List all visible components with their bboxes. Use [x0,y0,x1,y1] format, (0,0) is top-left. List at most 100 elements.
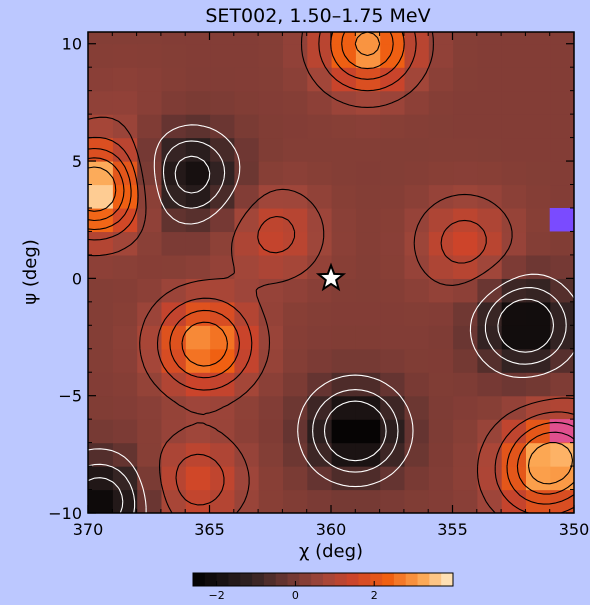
heatmap-cell [525,32,551,45]
heatmap-cell [549,231,574,256]
heatmap-cell [136,32,162,45]
heatmap-cell [355,114,381,139]
colorbar [192,572,454,587]
heatmap-cell [501,184,526,209]
star-marker [315,262,347,292]
heatmap-cell [549,90,574,115]
heatmap-cell [355,137,381,162]
heatmap-cell [549,184,574,209]
heatmap-cell [525,184,551,209]
heatmap-cell [525,278,551,303]
heatmap-cell [258,32,283,45]
heatmap-cell [379,442,405,467]
heatmap-cell [112,161,138,186]
heatmap-cell [233,67,259,92]
heatmap-cell [525,301,551,326]
heatmap-cell [476,489,502,513]
heatmap-cell [306,466,332,491]
heatmap-cell [355,395,381,420]
heatmap-cell [403,67,429,92]
colorbar-swatch [287,573,300,586]
heatmap-cell [185,43,211,68]
heatmap-cell [306,231,332,256]
colorbar-swatch [441,573,454,586]
heatmap-cell [112,278,138,303]
heatmap-cell [355,348,381,373]
y-tick-label: 5 [72,152,82,171]
heatmap-cell [233,32,259,45]
heatmap-cell [428,348,454,373]
heatmap-cell [331,419,356,444]
heatmap-cell [282,348,308,373]
x-axis-label: χ (deg) [299,541,363,562]
heatmap-cell [136,419,162,444]
heatmap-cell [258,466,283,491]
heatmap-cell [403,32,429,45]
heatmap-cell [501,372,526,397]
heatmap-cell [525,254,551,279]
heatmap-cell [403,348,429,373]
heatmap-cell [209,137,235,162]
heatmap-cell [160,419,186,444]
heatmap-cell [282,254,308,279]
heatmap-cell [233,43,259,68]
heatmap-cell [428,489,454,513]
heatmap-cell [160,466,186,491]
colorbar-swatch [370,573,383,586]
heatmap-cell [185,207,211,233]
heatmap-cell [209,372,235,397]
heatmap-cell [525,372,551,397]
heatmap-cell [88,254,113,279]
heatmap-cell [88,372,113,397]
heatmap-cell [525,90,551,115]
heatmap-cell [549,348,574,373]
heatmap-cell [233,207,259,233]
heatmap-cell [282,207,308,233]
heatmap-cell [258,43,283,68]
y-tick-label: −5 [58,387,82,406]
heatmap-cell [379,325,405,350]
heatmap-cell [185,184,211,209]
heatmap-cell [306,372,332,397]
heatmap-cell [136,395,162,420]
heatmap-cell [501,90,526,115]
heatmap-cell [306,348,332,373]
colorbar-swatch [299,573,312,586]
colorbar-swatch [228,573,241,586]
contour-line [88,32,574,495]
heatmap-cell [355,278,381,303]
heatmap-cell [306,301,332,326]
heatmap-cell [88,348,113,373]
heatmap-cell [112,442,138,467]
heatmap-cell [501,207,526,233]
heatmap-cell [306,489,332,513]
heatmap-cell [185,114,211,139]
heatmap-cell [258,67,283,92]
heatmap-cell [331,231,356,256]
heatmap-cell [112,372,138,397]
heatmap-cell [476,231,502,256]
heatmap-cell [282,278,308,303]
heatmap-cell [525,67,551,92]
heatmap-cell [282,372,308,397]
heatmap-cell [452,67,478,92]
heatmap-cell [428,372,454,397]
heatmap-cell [428,442,454,467]
heatmap-cell [258,348,283,373]
heatmap-cell [403,278,429,303]
heatmap-cell [185,231,211,256]
heatmap-cell [88,90,113,115]
heatmap-cell [112,184,138,209]
colorbar-tick-label: 0 [292,589,299,602]
heatmap-cell [379,184,405,209]
heatmap-cell [379,254,405,279]
heatmap-cell [282,419,308,444]
heatmap-cell [476,325,502,350]
x-axis: 370 365 360 355 350 [73,32,589,539]
colorbar-swatch [358,573,371,586]
heatmap-cell [355,161,381,186]
heatmap-cell [476,67,502,92]
heatmap-cell [136,90,162,115]
heatmap-cell [549,67,574,92]
